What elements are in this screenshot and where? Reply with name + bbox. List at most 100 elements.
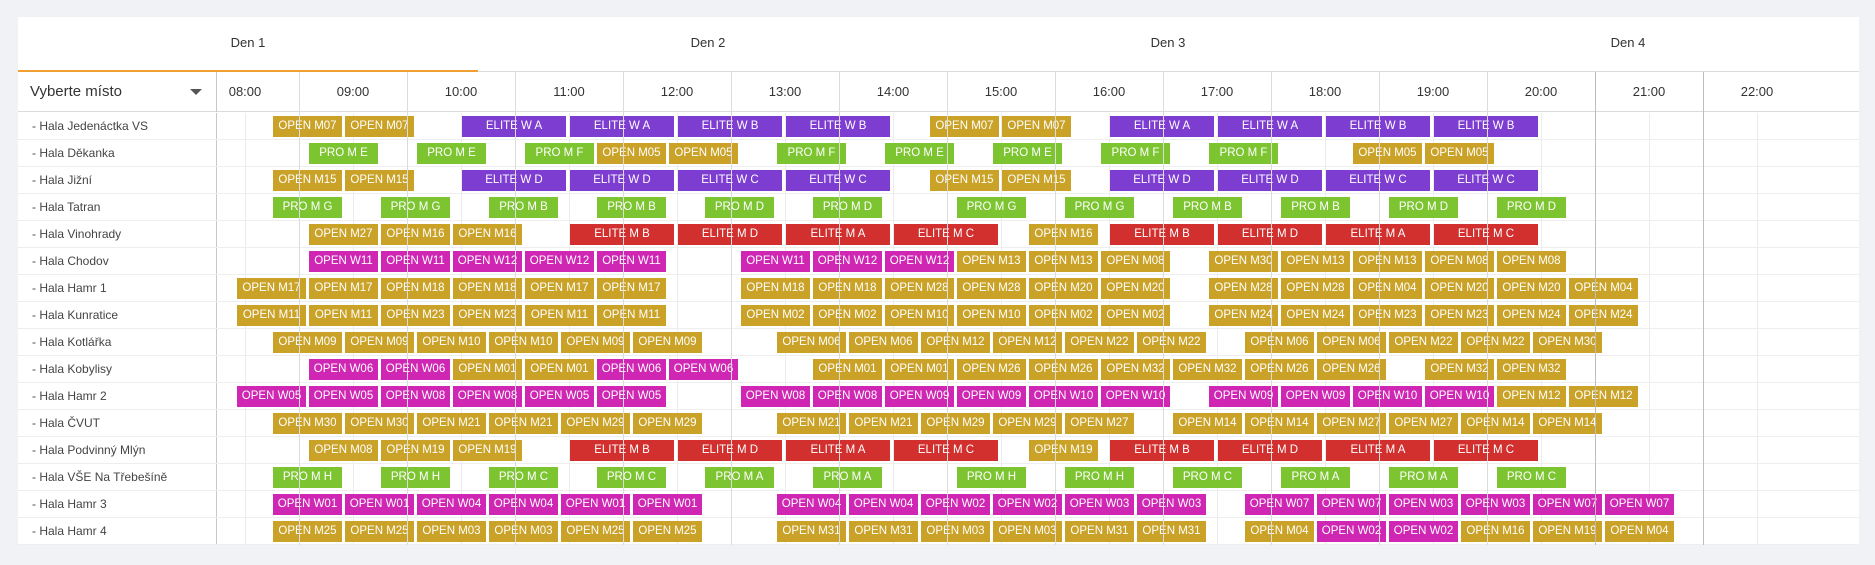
match-slot[interactable]: OPEN W05 bbox=[237, 386, 306, 407]
match-slot[interactable]: OPEN W09 bbox=[1281, 386, 1350, 407]
match-slot[interactable]: ELITE W C bbox=[1434, 170, 1538, 191]
match-slot[interactable]: OPEN M21 bbox=[849, 413, 918, 434]
match-slot[interactable]: PRO M F bbox=[525, 143, 594, 164]
match-slot[interactable]: OPEN M17 bbox=[237, 278, 306, 299]
match-slot[interactable]: OPEN M26 bbox=[957, 359, 1026, 380]
match-slot[interactable]: PRO M E bbox=[309, 143, 378, 164]
match-slot[interactable]: ELITE W C bbox=[1326, 170, 1430, 191]
match-slot[interactable]: OPEN M23 bbox=[1353, 305, 1422, 326]
venue-row-label[interactable]: - Hala Děkanka bbox=[18, 140, 217, 167]
match-slot[interactable]: OPEN M04 bbox=[1569, 278, 1638, 299]
match-slot[interactable]: OPEN M08 bbox=[1101, 251, 1170, 272]
match-slot[interactable]: ELITE W A bbox=[1218, 116, 1322, 137]
venue-row-label[interactable]: - Hala Chodov bbox=[18, 248, 217, 275]
match-slot[interactable]: OPEN M16 bbox=[1461, 521, 1530, 542]
match-slot[interactable]: OPEN M08 bbox=[1497, 251, 1566, 272]
match-slot[interactable]: OPEN M17 bbox=[309, 278, 378, 299]
venue-row-label[interactable]: - Hala Hamr 4 bbox=[18, 518, 217, 545]
match-slot[interactable]: OPEN W11 bbox=[597, 251, 666, 272]
match-slot[interactable]: OPEN W08 bbox=[453, 386, 522, 407]
match-slot[interactable]: OPEN M26 bbox=[1029, 359, 1098, 380]
match-slot[interactable]: OPEN M01 bbox=[525, 359, 594, 380]
match-slot[interactable]: OPEN M21 bbox=[417, 413, 486, 434]
tab-den-1[interactable]: Den 1 bbox=[18, 17, 478, 72]
match-slot[interactable]: OPEN M08 bbox=[1425, 251, 1494, 272]
match-slot[interactable]: OPEN M03 bbox=[993, 521, 1062, 542]
match-slot[interactable]: PRO M B bbox=[1173, 197, 1242, 218]
match-slot[interactable]: PRO M H bbox=[1065, 467, 1134, 488]
match-slot[interactable]: PRO M G bbox=[273, 197, 342, 218]
match-slot[interactable]: OPEN M10 bbox=[417, 332, 486, 353]
match-slot[interactable]: OPEN M15 bbox=[345, 170, 414, 191]
match-slot[interactable]: PRO M F bbox=[1101, 143, 1170, 164]
match-slot[interactable]: ELITE W C bbox=[678, 170, 782, 191]
match-slot[interactable]: OPEN M17 bbox=[597, 278, 666, 299]
venue-row-label[interactable]: - Hala VŠE Na Třebešíně bbox=[18, 464, 217, 491]
match-slot[interactable]: OPEN M03 bbox=[921, 521, 990, 542]
match-slot[interactable]: OPEN M08 bbox=[309, 440, 378, 461]
match-slot[interactable]: PRO M A bbox=[813, 467, 882, 488]
match-slot[interactable]: ELITE W D bbox=[1218, 170, 1322, 191]
match-slot[interactable]: OPEN M31 bbox=[777, 521, 846, 542]
match-slot[interactable]: OPEN M29 bbox=[633, 413, 702, 434]
match-slot[interactable]: OPEN W12 bbox=[453, 251, 522, 272]
match-slot[interactable]: ELITE W D bbox=[570, 170, 674, 191]
match-slot[interactable]: ELITE M B bbox=[570, 440, 674, 461]
match-slot[interactable]: PRO M G bbox=[957, 197, 1026, 218]
match-slot[interactable]: ELITE W A bbox=[462, 116, 566, 137]
match-slot[interactable]: OPEN W10 bbox=[1101, 386, 1170, 407]
match-slot[interactable]: OPEN M06 bbox=[777, 332, 846, 353]
match-slot[interactable]: OPEN M15 bbox=[273, 170, 342, 191]
match-slot[interactable]: OPEN M12 bbox=[993, 332, 1062, 353]
match-slot[interactable]: PRO M H bbox=[273, 467, 342, 488]
match-slot[interactable]: OPEN M02 bbox=[741, 305, 810, 326]
match-slot[interactable]: OPEN M18 bbox=[813, 278, 882, 299]
match-slot[interactable]: OPEN W09 bbox=[885, 386, 954, 407]
match-slot[interactable]: OPEN M06 bbox=[849, 332, 918, 353]
match-slot[interactable]: PRO M D bbox=[705, 197, 774, 218]
match-slot[interactable]: OPEN W01 bbox=[561, 494, 630, 515]
match-slot[interactable]: OPEN W02 bbox=[1317, 521, 1386, 542]
match-slot[interactable]: ELITE W B bbox=[1434, 116, 1538, 137]
match-slot[interactable]: OPEN M07 bbox=[1002, 116, 1071, 137]
match-slot[interactable]: OPEN M30 bbox=[345, 413, 414, 434]
match-slot[interactable]: OPEN M16 bbox=[1029, 224, 1098, 245]
match-slot[interactable]: OPEN M26 bbox=[1245, 359, 1314, 380]
match-slot[interactable]: PRO M D bbox=[1497, 197, 1566, 218]
match-slot[interactable]: PRO M A bbox=[705, 467, 774, 488]
match-slot[interactable]: OPEN W01 bbox=[345, 494, 414, 515]
match-slot[interactable]: OPEN M28 bbox=[1281, 278, 1350, 299]
match-slot[interactable]: OPEN M19 bbox=[1533, 521, 1602, 542]
tab-den-2[interactable]: Den 2 bbox=[690, 35, 726, 50]
match-slot[interactable]: ELITE W A bbox=[1110, 116, 1214, 137]
match-slot[interactable]: OPEN M13 bbox=[1353, 251, 1422, 272]
match-slot[interactable]: PRO M F bbox=[777, 143, 846, 164]
match-slot[interactable]: OPEN M30 bbox=[273, 413, 342, 434]
match-slot[interactable]: PRO M B bbox=[489, 197, 558, 218]
match-slot[interactable]: OPEN M21 bbox=[777, 413, 846, 434]
match-slot[interactable]: OPEN M20 bbox=[1101, 278, 1170, 299]
match-slot[interactable]: OPEN M22 bbox=[1389, 332, 1458, 353]
match-slot[interactable]: OPEN M10 bbox=[489, 332, 558, 353]
match-slot[interactable]: OPEN W09 bbox=[957, 386, 1026, 407]
match-slot[interactable]: OPEN M09 bbox=[273, 332, 342, 353]
match-slot[interactable]: PRO M E bbox=[417, 143, 486, 164]
match-slot[interactable]: OPEN W04 bbox=[849, 494, 918, 515]
match-slot[interactable]: ELITE M A bbox=[1326, 440, 1430, 461]
match-slot[interactable]: OPEN M18 bbox=[741, 278, 810, 299]
match-slot[interactable]: ELITE M C bbox=[1434, 440, 1538, 461]
match-slot[interactable]: OPEN W03 bbox=[1137, 494, 1206, 515]
match-slot[interactable]: OPEN M19 bbox=[1029, 440, 1098, 461]
match-slot[interactable]: OPEN M20 bbox=[1497, 278, 1566, 299]
match-slot[interactable]: OPEN M18 bbox=[453, 278, 522, 299]
match-slot[interactable]: OPEN W10 bbox=[1029, 386, 1098, 407]
match-slot[interactable]: OPEN M01 bbox=[813, 359, 882, 380]
match-slot[interactable]: OPEN M25 bbox=[561, 521, 630, 542]
match-slot[interactable]: OPEN M12 bbox=[921, 332, 990, 353]
match-slot[interactable]: PRO M G bbox=[381, 197, 450, 218]
venue-row-label[interactable]: - Hala Tatran bbox=[18, 194, 217, 221]
match-slot[interactable]: PRO M E bbox=[993, 143, 1062, 164]
match-slot[interactable]: OPEN M24 bbox=[1569, 305, 1638, 326]
match-slot[interactable]: OPEN W08 bbox=[741, 386, 810, 407]
venue-row-label[interactable]: - Hala Kotlářka bbox=[18, 329, 217, 356]
